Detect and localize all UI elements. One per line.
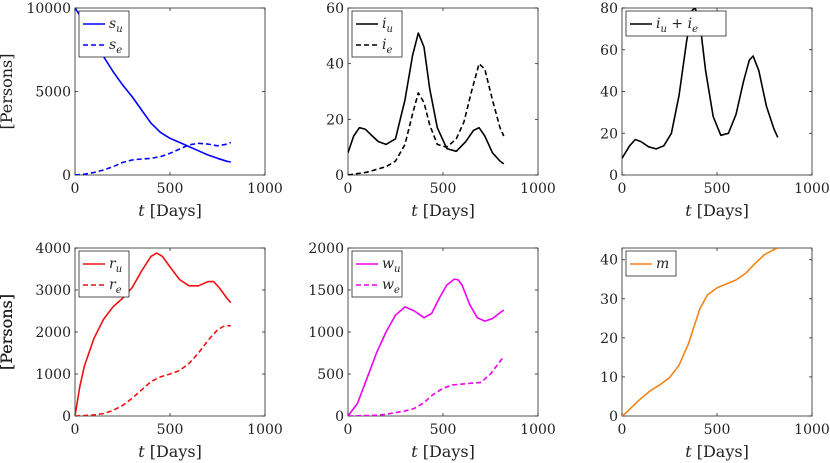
y-tick-label: 0 bbox=[335, 409, 344, 425]
legend-box bbox=[78, 10, 130, 58]
y-tick-label: 0 bbox=[609, 409, 618, 425]
chart-panel-2: 0 500 1000 0 20 40 60 t [Days] iu ie bbox=[326, 1, 556, 220]
x-tick-label: 500 bbox=[430, 181, 457, 197]
y-tick-label: 4000 bbox=[35, 241, 71, 257]
x-tick-label: 500 bbox=[157, 422, 184, 438]
y-tick-label: 0 bbox=[335, 168, 344, 184]
y-tick-label: 1000 bbox=[35, 367, 71, 383]
y-tick-label: 20 bbox=[326, 112, 344, 128]
series-line-ie bbox=[348, 62, 505, 175]
y-tick-label: 500 bbox=[317, 367, 344, 383]
y-tick-label: 1000 bbox=[308, 325, 344, 341]
y-tick-label: 2000 bbox=[35, 325, 71, 341]
x-tick-label: 1000 bbox=[247, 422, 283, 438]
x-tick-label: 0 bbox=[71, 181, 80, 197]
legend-label-wu: wu bbox=[382, 256, 400, 275]
y-axis-label: [Persons] bbox=[0, 294, 16, 370]
y-axis-label: [Persons] bbox=[0, 294, 16, 370]
x-tick-label: 0 bbox=[344, 422, 353, 438]
y-tick-label: 40 bbox=[326, 57, 344, 73]
y-axis-label: [Persons] bbox=[0, 294, 16, 370]
series-line-m bbox=[622, 248, 779, 416]
legend: su se bbox=[78, 10, 130, 58]
y-tick-label: 80 bbox=[600, 1, 618, 17]
y-tick-label: 60 bbox=[600, 43, 618, 59]
x-tick-label: 0 bbox=[71, 422, 80, 438]
x-tick-label: 1000 bbox=[247, 181, 283, 197]
series-group bbox=[348, 32, 505, 175]
series-line-we bbox=[348, 355, 505, 416]
x-tick-label: 1000 bbox=[520, 181, 556, 197]
y-tick-label: 40 bbox=[600, 253, 618, 269]
legend: m bbox=[625, 250, 677, 277]
legend: iu + ie bbox=[625, 10, 727, 37]
y-tick-label: 60 bbox=[326, 1, 344, 17]
y-tick-label: 1500 bbox=[308, 283, 344, 299]
x-axis-label: t [Days] bbox=[138, 442, 202, 461]
legend-label-we: we bbox=[382, 277, 400, 296]
legend-box bbox=[351, 10, 403, 58]
y-tick-label: 10000 bbox=[26, 1, 71, 17]
x-tick-label: 0 bbox=[618, 181, 627, 197]
legend-label-se: se bbox=[109, 37, 122, 56]
legend-label-su: su bbox=[109, 16, 123, 35]
x-tick-label: 500 bbox=[430, 422, 457, 438]
x-axis-label: t [Days] bbox=[411, 442, 475, 461]
y-tick-label: 0 bbox=[62, 409, 71, 425]
legend-label-re: re bbox=[109, 277, 122, 296]
y-tick-label: 20 bbox=[600, 126, 618, 142]
y-axis-label: [Persons] bbox=[0, 53, 16, 129]
x-tick-label: 1000 bbox=[794, 181, 830, 197]
series-group bbox=[348, 278, 505, 416]
y-tick-label: 30 bbox=[600, 292, 618, 308]
chart-panel-5: 0 500 1000 0 500 1000 1500 2000 t [Days] [Persons… bbox=[0, 241, 556, 461]
series-group bbox=[622, 248, 779, 416]
legend-label-iu: iu + ie bbox=[656, 16, 698, 35]
x-axis-label: t [Days] bbox=[138, 201, 202, 220]
legend-label-ie: ie bbox=[382, 37, 392, 56]
y-tick-label: 3000 bbox=[35, 283, 71, 299]
x-axis-label: t [Days] bbox=[411, 201, 475, 220]
y-tick-label: 20 bbox=[600, 331, 618, 347]
legend-label-iu: iu bbox=[382, 16, 393, 35]
x-tick-label: 1000 bbox=[794, 422, 830, 438]
y-tick-label: 0 bbox=[62, 168, 71, 184]
y-tick-label: 2000 bbox=[308, 241, 344, 257]
legend-box bbox=[78, 250, 130, 298]
series-line-se bbox=[75, 141, 232, 175]
legend: wu we bbox=[351, 250, 403, 298]
y-tick-label: 5000 bbox=[35, 85, 71, 101]
y-tick-label: 0 bbox=[609, 168, 618, 184]
series-line-iu bbox=[348, 32, 505, 165]
legend-label-m: m bbox=[656, 256, 669, 272]
x-axis-label: t [Days] bbox=[685, 442, 749, 461]
chart-panel-6: 0 500 1000 0 10 20 30 40 t [Days] [Persons] m bbox=[0, 247, 830, 461]
legend: ru re bbox=[78, 250, 130, 298]
x-tick-label: 500 bbox=[704, 181, 731, 197]
x-axis-label: t [Days] bbox=[685, 201, 749, 220]
x-tick-label: 0 bbox=[618, 422, 627, 438]
legend: iu ie bbox=[351, 10, 403, 58]
series-group bbox=[75, 252, 232, 416]
x-tick-label: 500 bbox=[704, 422, 731, 438]
x-tick-label: 1000 bbox=[520, 422, 556, 438]
y-tick-label: 40 bbox=[600, 85, 618, 101]
chart-panel-3: 0 500 1000 0 20 40 60 80 t [Days] iu + ie bbox=[600, 1, 830, 220]
series-line-wu bbox=[348, 278, 505, 416]
x-tick-label: 0 bbox=[344, 181, 353, 197]
y-tick-label: 10 bbox=[600, 370, 618, 386]
series-line-ru bbox=[75, 252, 232, 416]
series-line-re bbox=[75, 324, 231, 416]
legend-box bbox=[351, 250, 403, 298]
legend-label-ru: ru bbox=[109, 256, 122, 275]
x-tick-label: 500 bbox=[157, 181, 184, 197]
chart-panel-4: 0 500 1000 0 1000 2000 3000 4000 t [Days] [Person… bbox=[0, 241, 283, 461]
